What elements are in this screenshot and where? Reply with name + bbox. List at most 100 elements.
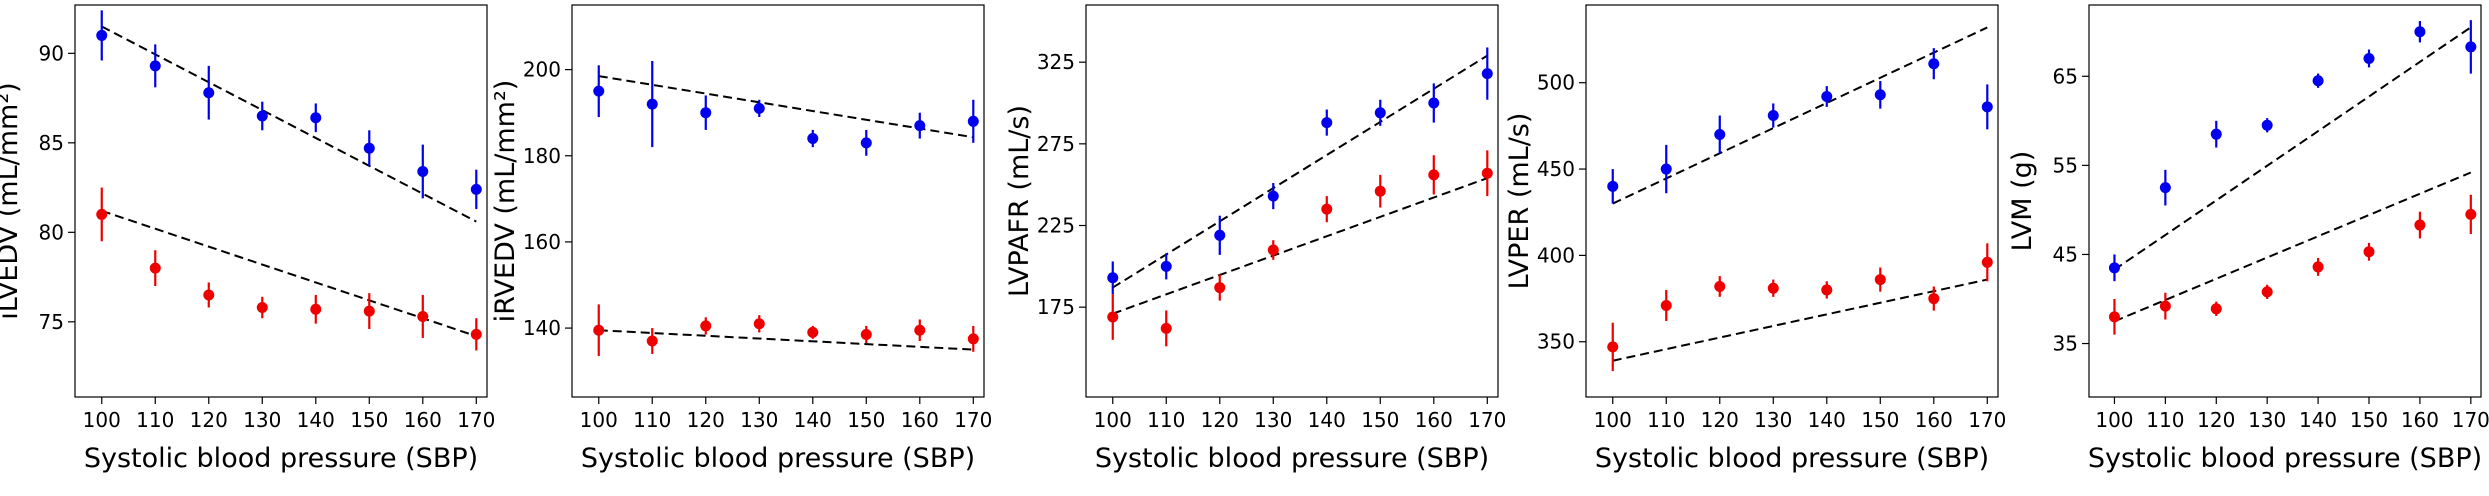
x-tick-label: 140 xyxy=(1308,408,1346,432)
chart-panel-2: 100 110 120 130 140 150 160 170 140 160 180 200 Syst… xyxy=(490,4,992,474)
chart-panel-5: 100 110 120 130 140 150 160 170 35 45 55 65 Systolic… xyxy=(2007,4,2489,474)
data-point xyxy=(2108,262,2120,274)
data-point xyxy=(646,335,658,347)
data-point xyxy=(1714,280,1726,292)
data-point xyxy=(2465,208,2477,220)
x-axis-label: Systolic blood pressure (SBP) xyxy=(2088,443,2482,474)
data-point xyxy=(1981,101,1993,113)
y-tick-label: 450 xyxy=(1537,157,1575,181)
y-axis-label: iRVEDV (mL/mm²) xyxy=(490,80,521,323)
data-point xyxy=(1821,284,1833,296)
y-tick-label: 80 xyxy=(39,220,64,244)
x-axis-label: Systolic blood pressure (SBP) xyxy=(84,443,478,474)
x-tick-label: 130 xyxy=(2248,408,2286,432)
x-tick-label: 120 xyxy=(1201,408,1239,432)
y-tick-label: 325 xyxy=(1037,50,1075,74)
x-tick-label: 160 xyxy=(2401,408,2439,432)
x-tick-label: 120 xyxy=(2197,408,2235,432)
fit-line xyxy=(598,329,974,351)
x-tick-label: 100 xyxy=(580,408,618,432)
data-point xyxy=(1214,229,1226,241)
data-point xyxy=(96,29,108,41)
x-tick-label: 100 xyxy=(83,408,121,432)
chart-panel-3: 100 110 120 130 140 150 160 170 175 225 275 325 Syst… xyxy=(1004,4,1506,474)
series-blue xyxy=(593,61,979,156)
y-tick-label: 275 xyxy=(1037,132,1075,156)
y-tick-label: 225 xyxy=(1037,214,1075,238)
data-point xyxy=(593,85,605,97)
x-tick-label: 100 xyxy=(1594,408,1632,432)
x-tick-label: 140 xyxy=(2299,408,2337,432)
series-red xyxy=(2108,171,2477,335)
y-tick-label: 160 xyxy=(523,230,561,254)
data-point xyxy=(1874,89,1886,101)
x-tick-label: 150 xyxy=(847,408,885,432)
data-point xyxy=(1267,190,1279,202)
data-point xyxy=(1160,322,1172,334)
x-axis-label: Systolic blood pressure (SBP) xyxy=(1095,443,1489,474)
data-point xyxy=(1928,293,1940,305)
x-tick-label: 150 xyxy=(2350,408,2388,432)
x-tick-label: 120 xyxy=(190,408,228,432)
data-point xyxy=(967,333,979,345)
data-point xyxy=(1481,167,1493,179)
data-point xyxy=(149,262,161,274)
plot-frame xyxy=(2088,4,2482,398)
data-point xyxy=(2414,26,2426,38)
x-tick-label: 170 xyxy=(2452,408,2489,432)
x-tick-label: 110 xyxy=(136,408,174,432)
data-point xyxy=(1607,341,1619,353)
data-point xyxy=(256,302,268,314)
y-tick-label: 200 xyxy=(523,58,561,82)
data-point xyxy=(807,326,819,338)
x-tick-label: 150 xyxy=(1861,408,1899,432)
x-axis-label: Systolic blood pressure (SBP) xyxy=(581,443,975,474)
x-tick-label: 140 xyxy=(297,408,335,432)
chart-panel-1: 100 110 120 130 140 150 160 170 75 80 85 90 Systolic… xyxy=(0,4,495,474)
data-point xyxy=(1107,311,1119,323)
x-tick-label: 140 xyxy=(1808,408,1846,432)
x-tick-label: 120 xyxy=(687,408,725,432)
data-point xyxy=(2261,286,2273,298)
data-point xyxy=(2210,303,2222,315)
data-point xyxy=(2312,75,2324,87)
data-point xyxy=(593,324,605,336)
data-point xyxy=(1107,272,1119,284)
data-point xyxy=(1660,163,1672,175)
y-tick-label: 35 xyxy=(2053,332,2078,356)
series-blue xyxy=(96,10,482,223)
y-tick-label: 180 xyxy=(523,144,561,168)
data-point xyxy=(2414,219,2426,231)
data-point xyxy=(1874,274,1886,286)
data-point xyxy=(1928,58,1940,70)
x-tick-label: 130 xyxy=(1754,408,1792,432)
data-point xyxy=(860,329,872,341)
fit-line xyxy=(1112,54,1488,289)
series-red xyxy=(593,304,979,357)
fit-line xyxy=(2114,171,2472,323)
data-point xyxy=(203,289,215,301)
data-point xyxy=(753,318,765,330)
data-point xyxy=(914,120,926,132)
data-point xyxy=(860,137,872,149)
x-tick-label: 110 xyxy=(1147,408,1185,432)
y-tick-label: 90 xyxy=(39,41,64,65)
x-tick-label: 110 xyxy=(2146,408,2184,432)
data-point xyxy=(807,133,819,145)
x-tick-label: 110 xyxy=(1647,408,1685,432)
y-tick-label: 140 xyxy=(523,316,561,340)
series-red xyxy=(96,187,482,351)
data-point xyxy=(1428,169,1440,181)
data-point xyxy=(470,183,482,195)
data-point xyxy=(2261,119,2273,131)
x-tick-label: 130 xyxy=(1254,408,1292,432)
data-point xyxy=(2108,311,2120,323)
x-tick-label: 160 xyxy=(1915,408,1953,432)
data-point xyxy=(1481,68,1493,80)
x-tick-label: 130 xyxy=(243,408,281,432)
y-tick-label: 175 xyxy=(1037,295,1075,319)
data-point xyxy=(1321,203,1333,215)
data-point xyxy=(2363,52,2375,64)
series-blue xyxy=(2108,20,2477,282)
